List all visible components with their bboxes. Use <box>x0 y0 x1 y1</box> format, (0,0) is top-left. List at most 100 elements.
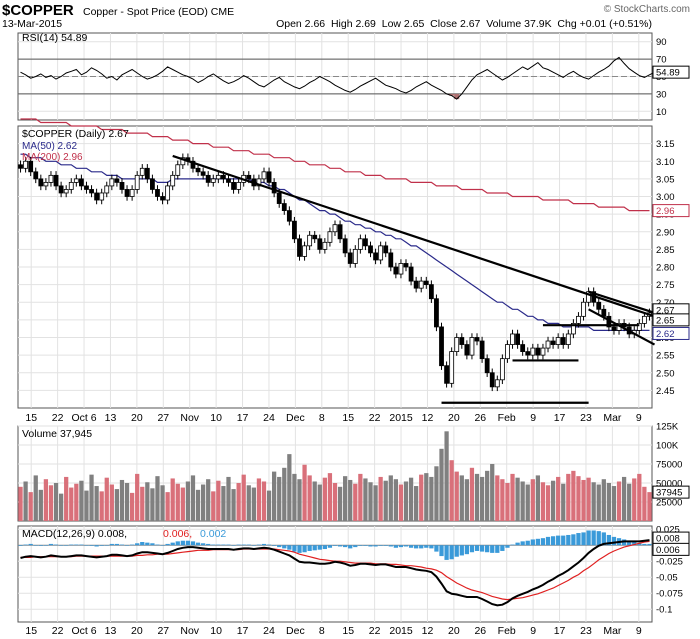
candle-body <box>292 220 297 240</box>
volume-bar <box>611 486 617 521</box>
macd-x-label: 15 <box>25 625 37 637</box>
candle-body <box>454 337 460 352</box>
volume-bar <box>490 464 495 521</box>
price-x-label: 9 <box>636 412 642 424</box>
macd-x-label: 12 <box>422 625 434 637</box>
macd-histogram-bar <box>408 545 414 548</box>
volume-bar <box>358 473 363 521</box>
volume-bar <box>505 483 510 521</box>
candle-body <box>520 344 526 352</box>
candle-body <box>124 189 130 197</box>
volume-bar <box>135 473 140 521</box>
volume-bar <box>145 482 150 521</box>
price-y-tick-label: 2.85 <box>656 245 675 256</box>
candle-body <box>373 252 378 261</box>
volume-bar <box>327 473 333 521</box>
macd-histogram-bar <box>556 535 561 546</box>
candle-body <box>418 280 424 289</box>
macd-histogram-bar <box>175 541 180 546</box>
volume-bar <box>429 476 434 521</box>
candle-body <box>215 174 221 180</box>
price-y-tick-label: 2.90 <box>656 227 675 238</box>
macd-histogram-bar <box>211 544 216 546</box>
macd-x-label: Oct 6 <box>71 625 96 637</box>
candle-body <box>312 234 318 240</box>
volume-bar <box>556 476 561 521</box>
macd-histogram-bar <box>297 545 302 553</box>
volume-bar <box>464 479 470 521</box>
macd-histogram-bar <box>292 545 297 552</box>
volume-bar <box>353 483 358 521</box>
price-panel: 3.153.103.053.002.952.902.852.802.752.70… <box>17 118 690 424</box>
candle-body <box>525 351 531 356</box>
close-alt-value-box <box>652 313 690 327</box>
candle-body <box>494 379 500 388</box>
volume-bar <box>474 473 480 521</box>
macd-histogram-bar <box>119 544 125 546</box>
candle-body <box>276 192 282 204</box>
macd-histogram-bar <box>530 539 535 546</box>
macd-y-tick-label: -0.1 <box>656 605 672 616</box>
volume-bar <box>414 486 419 521</box>
price-x-label: Nov <box>180 412 199 424</box>
macd-histogram-bar <box>195 542 201 546</box>
candle-body <box>261 171 267 180</box>
candle-body <box>79 178 84 187</box>
volume-bar <box>236 483 241 521</box>
volume-bar <box>454 471 459 521</box>
macd-histogram-bar <box>236 544 241 546</box>
volume-bar <box>206 479 211 521</box>
chart-watermark: © StockCharts.com <box>604 4 690 15</box>
candle-body <box>535 347 541 356</box>
volume-bar <box>525 484 530 521</box>
ma200-legend: MA(200) 2.96 <box>22 152 83 163</box>
candle-body <box>33 171 39 180</box>
price-x-label: 24 <box>263 412 275 424</box>
volume-bar <box>231 489 236 521</box>
chart-description: Copper - Spot Price (EOD) CME <box>83 6 234 18</box>
candle-body <box>119 181 125 190</box>
volume-bar <box>363 478 368 521</box>
candle-body <box>63 189 69 194</box>
volume-bar <box>312 481 317 521</box>
volume-bar <box>545 485 551 521</box>
volume-bar <box>550 480 556 521</box>
candle-body <box>94 192 100 201</box>
candle-body <box>139 167 145 176</box>
volume-bar <box>246 485 251 521</box>
candle-body <box>109 178 115 187</box>
candle-body <box>317 238 323 250</box>
macd-histogram-bar <box>469 545 475 553</box>
volume-bar <box>540 482 546 521</box>
volume-bar <box>479 476 485 521</box>
volume-bar <box>322 477 327 521</box>
macd-histogram-bar <box>449 545 454 560</box>
candle-body <box>444 365 449 384</box>
price-y-tick-label: 2.80 <box>656 263 675 274</box>
macd-histogram-bar <box>591 530 596 546</box>
macd-histogram-bar <box>388 545 393 547</box>
rsi-y-tick-label: 30 <box>656 89 667 100</box>
candle-body <box>236 181 242 190</box>
macd-histogram-bar <box>84 545 89 546</box>
macd-histogram-bar <box>256 544 262 546</box>
macd-histogram-bar <box>348 545 353 549</box>
macd-panel: 0.025-0.025-0.05-0.075-0.10.000MACD(12,2… <box>17 525 690 637</box>
trendline <box>588 308 656 346</box>
candle-body <box>434 298 439 328</box>
candle-body <box>200 171 206 176</box>
candle-body <box>307 234 313 247</box>
candle-body <box>89 189 94 194</box>
macd-histogram-bar <box>459 545 464 556</box>
volume-bar <box>495 475 500 521</box>
volume-bar <box>637 473 642 521</box>
volume-bar <box>58 493 64 521</box>
macd-histogram-bar <box>94 545 99 547</box>
macd-histogram-bar <box>206 543 211 546</box>
macd-histogram-bar <box>64 545 69 546</box>
macd-x-label: Feb <box>498 625 516 637</box>
volume-bar <box>459 475 464 521</box>
volume-bar <box>444 431 449 521</box>
macd-histogram-bar <box>33 545 38 546</box>
